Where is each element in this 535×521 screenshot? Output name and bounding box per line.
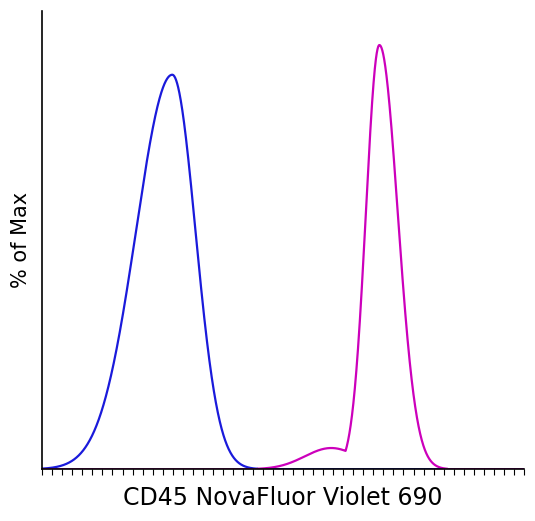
X-axis label: CD45 NovaFluor Violet 690: CD45 NovaFluor Violet 690 (123, 486, 443, 510)
Y-axis label: % of Max: % of Max (11, 192, 31, 288)
